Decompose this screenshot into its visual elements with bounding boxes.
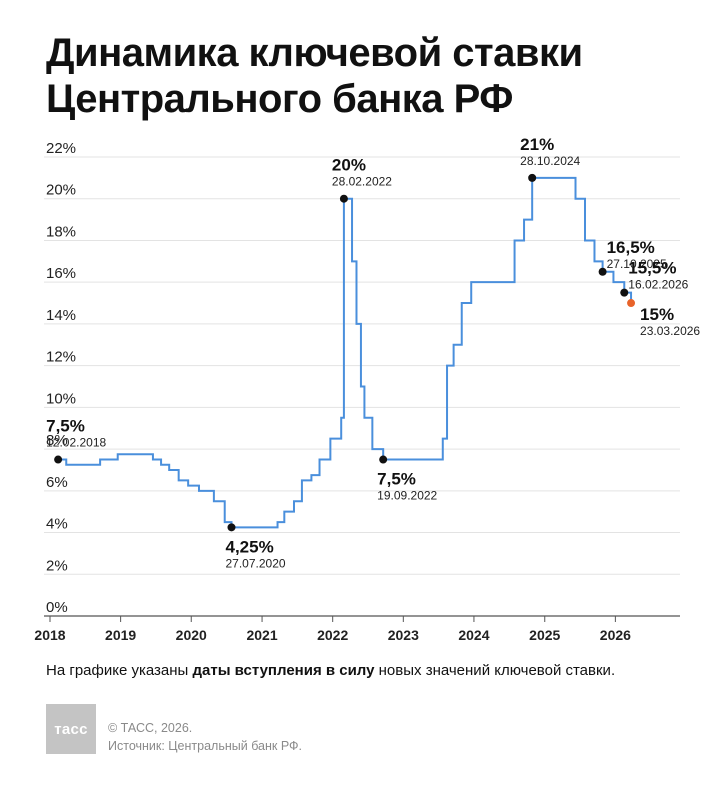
- y-tick-label: 14%: [46, 307, 76, 324]
- tass-logo: тасс: [46, 704, 96, 754]
- x-tick-label: 2026: [600, 627, 631, 643]
- annotation-marker: [227, 523, 236, 532]
- x-tick-label: 2019: [105, 627, 136, 643]
- annotation-value: 15,5%: [628, 259, 676, 278]
- x-tick-label: 2021: [246, 627, 277, 643]
- footnote-text-after: новых значений ключевой ставки.: [374, 662, 616, 679]
- annotation-value: 21%: [520, 135, 554, 154]
- y-tick-label: 0%: [46, 599, 68, 616]
- annotation-value: 4,25%: [225, 537, 273, 556]
- chart-grid: [44, 156, 680, 617]
- x-tick-label: 2022: [317, 627, 348, 643]
- annotation-date: 27.07.2020: [225, 556, 285, 570]
- page-title: Динамика ключевой ставки Центрального ба…: [46, 30, 706, 122]
- rate-series-line: [58, 176, 633, 529]
- footnote: На графике указаны даты вступления в сил…: [46, 662, 615, 679]
- y-tick-label: 10%: [46, 390, 76, 407]
- annotation-value: 7,5%: [377, 470, 416, 489]
- annotation-date: 19.09.2022: [377, 489, 437, 503]
- annotation-date: 23.03.2026: [640, 324, 700, 338]
- x-tick-label: 2024: [458, 627, 489, 643]
- title-line-1: Динамика ключевой ставки: [46, 31, 583, 75]
- x-axis: 2018 2019 2020 2021 2022 2023 2024 2025 2026: [34, 616, 631, 643]
- y-tick-label: 6%: [46, 474, 68, 491]
- logo-text: тасс: [54, 720, 88, 738]
- x-tick-label: 2020: [176, 627, 207, 643]
- title-line-2: Центрального банка РФ: [46, 77, 513, 121]
- x-tick-label: 2018: [34, 627, 65, 643]
- annotation-marker: [54, 455, 63, 464]
- annotation-value: 16,5%: [607, 238, 655, 257]
- annotation-date: 12.02.2018: [46, 436, 106, 450]
- y-tick-label: 2%: [46, 557, 68, 574]
- y-tick-label: 22%: [46, 140, 76, 157]
- annotation-marker: [627, 299, 636, 308]
- annotation-marker: [528, 173, 537, 182]
- annotation-marker: [379, 455, 388, 464]
- annotation-value: 7,5%: [46, 417, 85, 436]
- annotation-value: 20%: [332, 156, 366, 175]
- y-tick-label: 4%: [46, 516, 68, 533]
- x-tick-label: 2023: [388, 627, 419, 643]
- annotation-marker: [598, 267, 607, 276]
- annotation-value: 15%: [640, 305, 674, 324]
- y-tick-label: 16%: [46, 265, 76, 282]
- annotation-date: 27.10.2025: [607, 257, 667, 271]
- y-tick-label: 12%: [46, 349, 76, 366]
- y-tick-label: 8%: [46, 432, 68, 449]
- chart-annotations: 7,5%12.02.20184,25%27.07.202020%28.02.20…: [46, 135, 700, 570]
- y-axis: 0% 2% 4% 6% 8% 10% 12% 14% 16% 18% 20% 22%: [46, 140, 76, 616]
- annotation-date: 28.10.2024: [520, 154, 580, 168]
- x-tick-label: 2025: [529, 627, 560, 643]
- annotation-marker: [620, 288, 629, 297]
- footnote-text-before: На графике указаны: [46, 662, 193, 679]
- y-tick-label: 20%: [46, 182, 76, 199]
- footnote-text-bold: даты вступления в силу: [192, 662, 375, 679]
- credits: © ТАСС, 2026. Источник: Центральный банк…: [108, 719, 302, 755]
- key-rate-chart: 0% 2% 4% 6% 8% 10% 12% 14% 16% 18% 20% 22% 2018 2019…: [34, 135, 700, 643]
- y-tick-label: 18%: [46, 223, 76, 240]
- source-text: Источник: Центральный банк РФ.: [108, 739, 303, 753]
- copyright-text: © ТАСС, 2026.: [108, 721, 193, 735]
- annotation-date: 28.02.2022: [332, 175, 392, 189]
- annotation-date: 16.02.2026: [628, 278, 688, 292]
- annotation-marker: [339, 194, 348, 203]
